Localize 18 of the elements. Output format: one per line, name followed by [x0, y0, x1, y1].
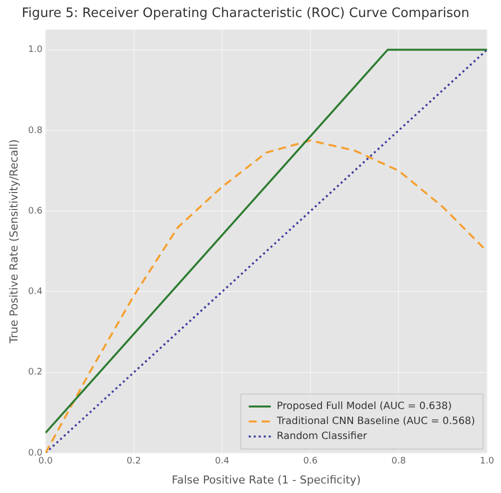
legend-label: Random Classifier	[276, 431, 368, 442]
x-tick-label: 0.0	[38, 456, 53, 467]
x-axis-title: False Positive Rate (1 - Specificity)	[172, 473, 361, 486]
y-tick-label: 0.0	[28, 448, 43, 458]
x-tick-label: 0.2	[126, 456, 141, 467]
y-tick-label: 1.0	[28, 45, 43, 56]
y-tick-label: 0.4	[28, 287, 43, 298]
chart-title: Figure 5: Receiver Operating Characteristic (ROC) Curve Comparison	[22, 6, 470, 22]
y-axis-title: True Positive Rate (Sensitivity/Recall)	[7, 139, 20, 344]
x-tick-label: 0.4	[214, 456, 230, 467]
y-tick-label: 0.2	[28, 368, 43, 378]
x-tick-label: 0.6	[303, 456, 318, 467]
x-tick-label: 1.0	[480, 456, 494, 467]
legend-label: Traditional CNN Baseline (AUC = 0.568)	[276, 416, 476, 428]
x-tick-label: 0.8	[392, 456, 406, 467]
y-tick-label: 0.8	[28, 126, 43, 136]
legend-label: Proposed Full Model (AUC = 0.638)	[276, 401, 452, 412]
y-tick-label: 0.6	[28, 206, 43, 216]
